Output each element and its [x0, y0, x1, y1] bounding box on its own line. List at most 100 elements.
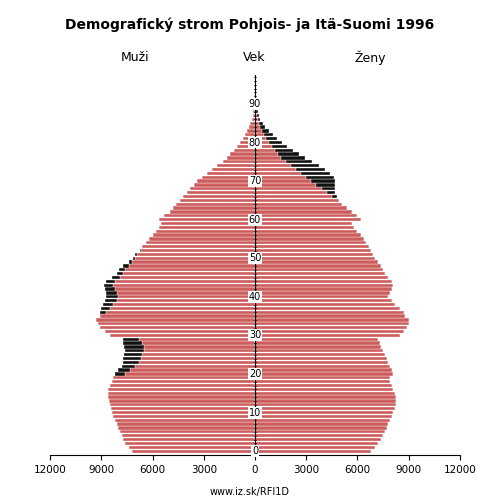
Bar	[124, 272, 255, 276]
Text: 90: 90	[249, 99, 261, 109]
Text: www.iz.sk/RFI1D: www.iz.sk/RFI1D	[210, 488, 290, 498]
Bar	[255, 400, 396, 402]
Bar	[132, 260, 255, 264]
Bar	[255, 280, 392, 283]
Bar	[255, 322, 408, 326]
Bar	[255, 450, 371, 453]
Bar	[240, 141, 255, 144]
Bar	[115, 280, 255, 283]
Bar	[116, 272, 123, 276]
Bar	[108, 392, 255, 395]
Bar	[255, 176, 306, 179]
Bar	[255, 141, 269, 144]
Bar	[116, 299, 255, 302]
Bar	[227, 156, 255, 160]
Bar	[255, 195, 332, 198]
Bar	[252, 118, 255, 121]
Bar	[255, 326, 407, 330]
Bar	[113, 376, 255, 380]
Bar	[120, 276, 255, 279]
Bar	[262, 130, 269, 132]
Bar	[104, 299, 117, 302]
Bar	[255, 126, 260, 128]
Bar	[316, 184, 336, 186]
Bar	[176, 202, 255, 206]
Bar	[180, 198, 255, 202]
Bar	[255, 222, 352, 225]
Bar	[255, 372, 394, 376]
Bar	[255, 388, 394, 391]
Bar	[255, 238, 364, 240]
Bar	[116, 292, 255, 294]
Bar	[161, 222, 255, 225]
Bar	[255, 430, 385, 434]
Bar	[104, 284, 113, 287]
Bar	[255, 276, 388, 279]
Bar	[255, 164, 291, 168]
Bar	[142, 245, 255, 248]
Bar	[132, 450, 255, 453]
Bar	[104, 330, 255, 333]
Bar	[255, 148, 274, 152]
Bar	[144, 349, 255, 352]
Bar	[255, 230, 358, 233]
Bar	[115, 418, 255, 422]
Bar	[255, 133, 264, 136]
Bar	[258, 118, 260, 121]
Bar	[133, 256, 136, 260]
Bar	[260, 126, 266, 128]
Bar	[312, 180, 336, 182]
Bar	[252, 114, 255, 117]
Bar	[109, 400, 255, 402]
Bar	[140, 249, 255, 252]
Bar	[272, 144, 287, 148]
Bar	[255, 349, 383, 352]
Bar	[255, 330, 404, 333]
Bar	[113, 415, 255, 418]
Bar	[255, 364, 390, 368]
Bar	[255, 187, 322, 190]
Bar	[108, 388, 255, 391]
Bar	[269, 141, 282, 144]
Bar	[255, 284, 394, 287]
Bar	[255, 342, 380, 345]
Bar	[207, 172, 255, 175]
Bar	[255, 346, 382, 348]
Bar	[96, 318, 255, 322]
Bar	[274, 148, 293, 152]
Bar	[128, 260, 132, 264]
Bar	[118, 426, 255, 430]
Bar	[278, 152, 299, 156]
Bar	[255, 180, 312, 182]
Bar	[106, 295, 118, 298]
Bar	[125, 372, 255, 376]
Bar	[98, 322, 255, 326]
Bar	[255, 226, 354, 229]
Bar	[100, 310, 106, 314]
Bar	[255, 210, 352, 214]
Bar	[255, 245, 370, 248]
Bar	[255, 152, 278, 156]
Bar	[255, 268, 383, 272]
Bar	[102, 307, 110, 310]
Bar	[257, 114, 259, 117]
Bar	[255, 202, 342, 206]
Bar	[110, 384, 255, 387]
Bar	[255, 376, 390, 380]
Bar	[255, 110, 256, 114]
Bar	[104, 288, 115, 291]
Bar	[255, 396, 396, 399]
Text: 50: 50	[249, 253, 261, 263]
Bar	[140, 357, 255, 360]
Bar	[190, 187, 255, 190]
Bar	[255, 392, 395, 395]
Bar	[332, 195, 337, 198]
Text: Vek: Vek	[243, 51, 265, 64]
Bar	[108, 396, 255, 399]
Bar	[255, 118, 258, 121]
Bar	[255, 318, 408, 322]
Bar	[124, 342, 142, 345]
Bar	[255, 249, 371, 252]
Bar	[255, 334, 400, 337]
Bar	[255, 137, 266, 140]
